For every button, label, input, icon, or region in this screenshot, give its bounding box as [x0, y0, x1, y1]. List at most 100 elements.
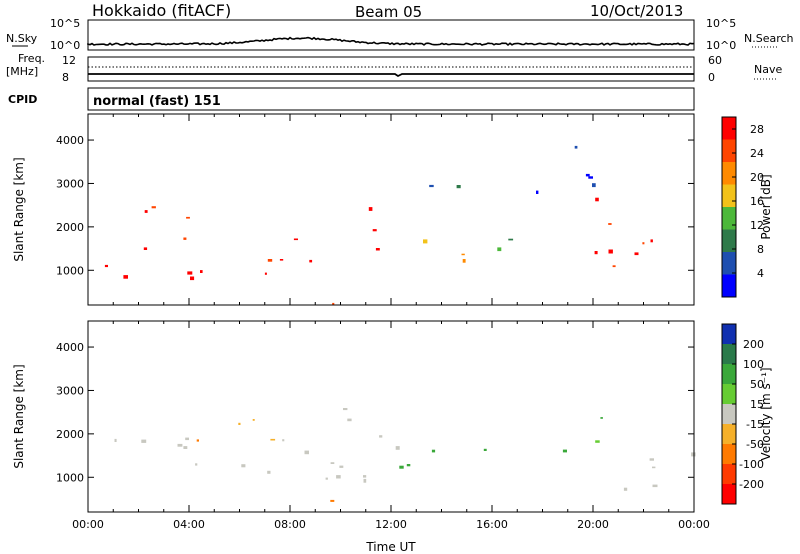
colorbar-tick-label: -15: [746, 418, 764, 431]
echo-cell: [330, 499, 335, 502]
colorbar-frame: [721, 116, 737, 298]
x-tick-label: 16:00: [476, 518, 508, 531]
colorbar-segment: [722, 184, 736, 208]
y-tick-label: 4000: [56, 341, 84, 354]
echo-cell: [238, 422, 241, 425]
noise-left-tick-top: 10^5: [50, 17, 80, 30]
echo-cell: [267, 259, 273, 262]
colorbar-segment: [722, 117, 736, 140]
freq-label-line1: Freq.: [18, 52, 45, 65]
colorbar-segment: [722, 444, 736, 465]
colorbar-segment: [722, 252, 736, 275]
echo-cell: [642, 242, 645, 245]
freq-right-tick-top: 60: [708, 54, 722, 67]
echo-cell: [186, 216, 190, 219]
echo-cell: [429, 184, 434, 188]
colorbar-segment: [722, 384, 736, 405]
echo-cell: [267, 470, 271, 474]
echo-cell: [293, 238, 298, 241]
echo-cell: [309, 259, 313, 263]
colorbar-segment: [722, 364, 736, 385]
x-axis-label: Time UT: [365, 540, 416, 554]
colorbar-tick-label: 24: [750, 147, 764, 160]
echo-cell: [368, 207, 373, 211]
echo-cell: [592, 183, 596, 188]
echo-cell: [183, 446, 188, 449]
echo-cell: [608, 223, 612, 225]
y-tick-label: 3000: [56, 384, 84, 397]
echo-cell: [574, 145, 578, 149]
freq-right-tick-bottom: 0: [708, 71, 715, 84]
echo-cell: [123, 275, 128, 279]
echo-cell: [431, 449, 436, 453]
colorbar-segment: [722, 484, 736, 505]
colorbar-tick-label: -100: [739, 458, 764, 471]
echo-cell: [270, 438, 276, 441]
power-panel: 1000 2000 3000 4000 Slant Range [km] 4 8 12 16…: [12, 113, 773, 306]
echo-cell: [652, 466, 656, 469]
colorbar-segment: [722, 139, 736, 163]
echo-cell: [594, 251, 598, 255]
echo-cell: [363, 475, 367, 478]
echo-cell: [252, 419, 255, 421]
velocity-echo-cells: [114, 408, 696, 502]
colorbar-tick-label: -50: [746, 438, 764, 451]
echo-cell: [691, 452, 695, 455]
noise-right-tick-top: 10^5: [706, 17, 736, 30]
noise-right-label: N.Search: [744, 32, 794, 45]
echo-cell: [332, 302, 335, 305]
colorbar-segment: [722, 162, 736, 185]
power-y-ticks: 1000 2000 3000 4000: [56, 134, 694, 277]
echo-cell: [652, 484, 658, 488]
noise-panel: N.Sky 10^5 10^0 10^5 10^0 N.Search: [6, 17, 794, 52]
echo-cell: [634, 252, 639, 256]
echo-cell: [151, 206, 156, 209]
echo-cell: [279, 259, 284, 261]
colorbar-tick-label: 20: [750, 171, 764, 184]
colorbar-segment: [722, 229, 736, 253]
x-tick-label: 04:00: [173, 518, 205, 531]
echo-cell: [462, 259, 466, 263]
echo-cell: [650, 239, 653, 243]
echo-cell: [363, 478, 367, 483]
nave-label: Nave: [754, 63, 782, 76]
cpid-panel: CPID normal (fast) 151: [8, 87, 695, 111]
noise-left-tick-bottom: 10^0: [50, 39, 80, 52]
colorbar-tick-label: 4: [757, 267, 764, 280]
echo-cell: [339, 465, 344, 468]
station-title: Hokkaido (fitACF): [92, 1, 231, 20]
echo-cell: [483, 448, 487, 451]
echo-cell: [241, 464, 246, 468]
colorbar-segment: [722, 324, 736, 345]
colorbar-tick-label: 200: [743, 338, 764, 351]
echo-cell: [114, 438, 117, 442]
echo-cell: [595, 440, 600, 443]
beam-title: Beam 05: [355, 3, 422, 21]
echo-cell: [282, 439, 285, 442]
echo-cell: [612, 265, 616, 268]
colorbar-segment: [722, 424, 736, 445]
echo-cell: [508, 238, 514, 241]
echo-cell: [195, 463, 198, 466]
echo-cell: [595, 197, 599, 202]
echo-cell: [649, 458, 654, 461]
echo-cell: [144, 210, 148, 213]
echo-cell: [143, 247, 148, 250]
x-tick-label: 00:00: [678, 518, 710, 531]
echo-cell: [343, 408, 348, 411]
echo-cell: [585, 173, 590, 177]
echo-cell: [375, 248, 380, 251]
echo-cell: [185, 437, 189, 441]
y-tick-label: 3000: [56, 177, 84, 190]
echo-cell: [372, 229, 377, 232]
echo-cell: [406, 464, 411, 467]
echo-cell: [456, 185, 461, 189]
echo-cell: [347, 418, 352, 422]
echo-cell: [608, 249, 613, 254]
velocity-x-ticks: 00:00 04:00 08:00 12:00 16:00 20:00 00:00: [72, 321, 710, 531]
colorbar-tick-label: 28: [750, 123, 764, 136]
y-tick-label: 2000: [56, 221, 84, 234]
echo-cell: [336, 475, 341, 479]
power-colorbar-label: Power [dB]: [759, 174, 773, 239]
